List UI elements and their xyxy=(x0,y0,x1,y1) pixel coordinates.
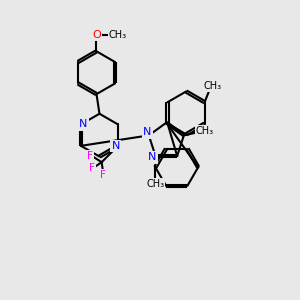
Text: CH₃: CH₃ xyxy=(204,81,222,91)
Text: CH₃: CH₃ xyxy=(146,179,164,190)
Text: F: F xyxy=(100,170,106,180)
Text: CH₃: CH₃ xyxy=(109,30,127,40)
Text: CH₃: CH₃ xyxy=(196,126,214,136)
Text: N: N xyxy=(79,119,88,129)
Text: O: O xyxy=(92,30,101,40)
Text: F: F xyxy=(89,163,95,172)
Text: F: F xyxy=(87,151,93,160)
Text: N: N xyxy=(148,152,157,163)
Text: N: N xyxy=(111,141,120,151)
Text: N: N xyxy=(143,128,152,137)
